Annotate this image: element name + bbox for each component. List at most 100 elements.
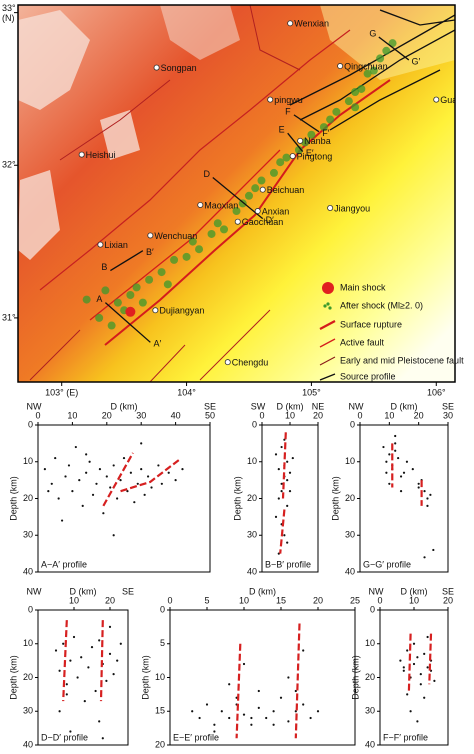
aftershock (207, 229, 216, 238)
city-label: Songpan (161, 63, 197, 73)
city (254, 208, 261, 215)
x-tick-label: 10 (285, 410, 295, 420)
hypocenter (140, 468, 143, 471)
hypocenter (205, 703, 209, 706)
profile-label: A′ (153, 339, 161, 349)
aftershock (357, 84, 366, 93)
hypocenter (67, 464, 71, 467)
plot-frame (359, 424, 449, 573)
y-tick-label: 20 (247, 493, 257, 503)
hypocenter (198, 716, 201, 720)
y-tick-label: 0 (160, 604, 165, 614)
aftershock (238, 199, 247, 208)
hypocenter (91, 493, 95, 496)
lat-tick-label: 31° (2, 312, 16, 322)
hypocenter (294, 689, 297, 693)
y-tick-label: 10 (247, 456, 257, 466)
fault-line (279, 509, 286, 554)
y-tick-label: 10 (365, 638, 375, 648)
source-profile (104, 302, 151, 343)
profile-label: D (204, 169, 211, 179)
plot-frame (37, 424, 211, 573)
hypocenter (287, 676, 290, 679)
x-axis-title: D (km) (401, 586, 428, 596)
hypocenter (385, 460, 388, 463)
aftershock (282, 153, 291, 162)
x-tick-label: 10 (409, 595, 419, 605)
hypocenter (150, 486, 153, 489)
hypocenter (58, 669, 61, 672)
city-label: Beichuan (267, 185, 305, 195)
aftershock (351, 103, 360, 112)
hypocenter (423, 490, 426, 493)
aftershock (269, 168, 278, 177)
fault-line (62, 620, 68, 702)
profile-title: A−A′ profile (41, 559, 87, 569)
aftershock (170, 255, 179, 264)
y-tick-label: 40 (345, 566, 355, 576)
y-tick-label: 40 (247, 566, 257, 576)
hypocenter (72, 635, 76, 639)
legend-label: Surface rupture (340, 319, 402, 329)
y-tick-label: 10 (155, 672, 165, 682)
profile-label: E′ (306, 148, 314, 158)
legend-symbol (319, 320, 336, 330)
hypocenter (167, 471, 170, 474)
aftershock (188, 237, 197, 246)
hypocenter (286, 479, 289, 482)
hypocenter (81, 504, 84, 507)
aftershock (138, 298, 147, 307)
hypocenter (419, 673, 422, 676)
city-label: Nanba (304, 136, 331, 146)
aftershock (363, 69, 372, 78)
hypocenter (429, 493, 432, 496)
fault-line (235, 643, 242, 739)
y-tick-label: 30 (345, 530, 355, 540)
hypocenter (98, 468, 102, 471)
aftershock (307, 130, 316, 139)
aftershock (388, 39, 397, 48)
y-tick-label: 30 (23, 530, 33, 540)
hypocenter (286, 504, 289, 507)
aftershock (301, 138, 310, 147)
y-tick-label: 20 (155, 739, 165, 749)
fault-line (428, 633, 433, 685)
plot-frame (261, 424, 319, 573)
aftershock (145, 275, 154, 284)
hypocenter (302, 649, 305, 652)
hypocenter (426, 635, 429, 639)
hypocenter (388, 453, 391, 456)
y-axis-title: Depth (km) (330, 476, 340, 521)
x-tick-label: 0 (167, 595, 172, 605)
city-label: Pingtong (297, 151, 333, 161)
hypocenter (69, 730, 72, 733)
aftershock (276, 158, 285, 167)
aftershock (132, 283, 141, 292)
hypocenter (417, 486, 420, 489)
hypocenter (65, 683, 68, 686)
y-tick-label: 30 (365, 706, 375, 716)
aftershock (251, 184, 260, 193)
x-tick-label: 20 (105, 595, 115, 605)
y-tick-label: 10 (23, 638, 33, 648)
hypocenter (102, 512, 105, 515)
y-tick-label: 20 (23, 493, 33, 503)
y-tick-label: 40 (23, 566, 33, 576)
x-tick-label: 50 (205, 410, 215, 420)
hypocenter (112, 534, 115, 537)
hypocenter (280, 445, 283, 449)
hypocenter (116, 497, 119, 500)
x-tick-label: 20 (313, 410, 323, 420)
city (234, 218, 241, 225)
city (224, 359, 231, 366)
aftershock (213, 219, 222, 228)
hypocenter (250, 716, 253, 720)
hypocenter (191, 710, 194, 713)
hypocenter (57, 497, 60, 500)
hypocenter (411, 468, 414, 471)
plot-frame (37, 609, 129, 746)
profile-label: B (101, 262, 107, 272)
hypocenter (423, 652, 426, 655)
